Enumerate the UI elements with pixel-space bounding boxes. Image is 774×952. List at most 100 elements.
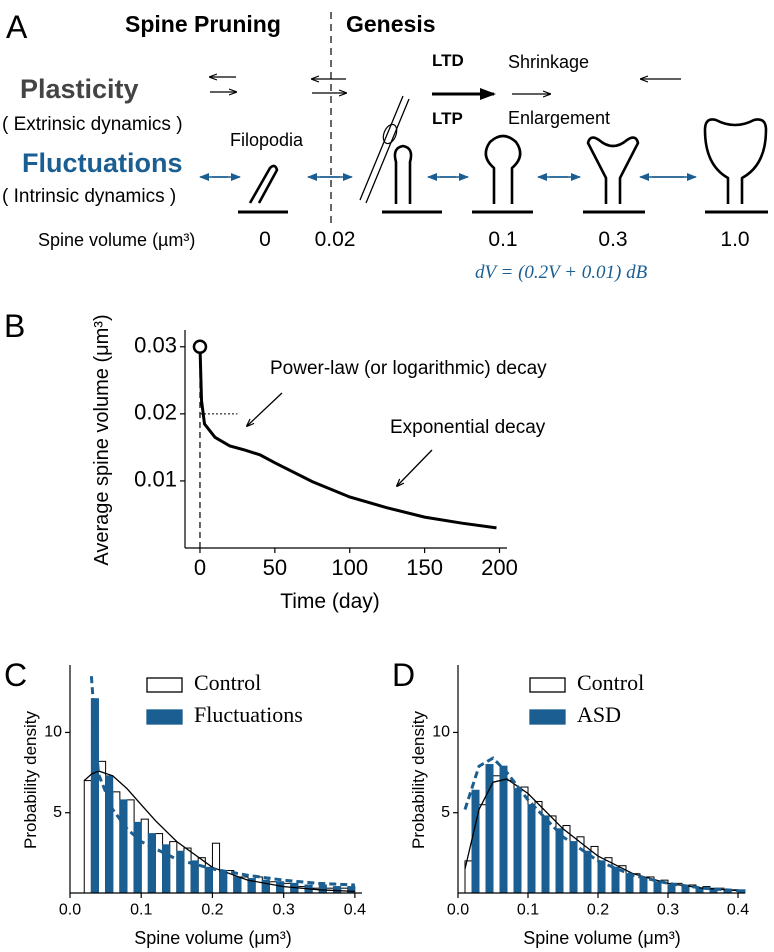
bar [555, 828, 564, 894]
annotation: Exponential decay [390, 417, 546, 438]
bar [562, 825, 571, 894]
bar [90, 698, 99, 894]
y-axis-title: Average spine volume (μm³) [91, 314, 113, 565]
panel-label: D [392, 657, 415, 693]
plasticity-label: LTD [432, 51, 464, 70]
legend-label: Control [577, 670, 644, 695]
x-tick-label: 0.3 [273, 901, 295, 918]
volume-label: 0.1 [488, 228, 517, 251]
annotation-arrows [247, 392, 433, 486]
bar [140, 818, 149, 894]
bar [112, 791, 121, 894]
panel-label: B [4, 308, 25, 344]
plasticity-label: Enlargement [508, 108, 610, 128]
bar [653, 881, 662, 894]
volume-label: 1.0 [720, 228, 749, 251]
bar [283, 882, 292, 894]
legend-label: ASD [577, 702, 621, 727]
bar [513, 788, 522, 894]
bar [478, 804, 487, 894]
fit-curve [463, 756, 739, 893]
bar [527, 804, 536, 894]
bar [233, 876, 242, 894]
panel-label: C [4, 657, 27, 693]
bar [506, 780, 515, 894]
fit-curve [83, 770, 355, 893]
x-tick-label: 0.2 [201, 901, 223, 918]
annotation: Power-law (or logarithmic) decay [270, 358, 547, 379]
bar [204, 866, 213, 894]
y-tick-label: 10 [44, 724, 62, 741]
x-tick-label: 0.0 [59, 901, 81, 918]
panel-label: A [6, 9, 28, 45]
bar [499, 765, 508, 894]
bar [169, 841, 178, 894]
x-tick-label: 0.4 [344, 901, 366, 918]
bar [183, 847, 192, 894]
bar [333, 886, 342, 894]
bar [276, 881, 285, 894]
x-tick-label: 100 [331, 555, 368, 580]
row-subtitle: ( Intrinsic dynamics ) [2, 186, 176, 207]
bar [541, 815, 550, 894]
y-axis-title: Probability density [21, 711, 40, 849]
bar [318, 884, 327, 894]
x-axis-title: Time (day) [280, 590, 380, 613]
spine-type: Filopodia [230, 130, 304, 150]
row-title: Fluctuations [22, 148, 183, 178]
y-tick-label: 0.02 [134, 400, 177, 425]
x-tick-label: 0.0 [447, 901, 469, 918]
bar [347, 886, 356, 894]
fit-curve [89, 676, 355, 887]
plasticity-label: LTP [432, 109, 463, 128]
volume-title: Spine volume (µm³) [38, 230, 195, 250]
bar [190, 860, 199, 894]
bar [83, 780, 92, 894]
legend-label: Control [194, 670, 261, 695]
bar [126, 799, 135, 894]
bar [569, 841, 578, 894]
volume-label: 0.02 [315, 228, 356, 251]
bar [625, 873, 634, 894]
x-tick-label: 0.3 [657, 901, 679, 918]
bar [667, 884, 676, 894]
bar [492, 775, 501, 894]
spines [238, 95, 768, 214]
bar [520, 786, 529, 894]
bar [639, 878, 648, 894]
bar [154, 833, 164, 894]
stage-label: Spine Pruning [125, 11, 281, 37]
volume-label: 0 [259, 228, 271, 251]
stage-label: Genesis [346, 11, 436, 37]
y-tick-label: 0.01 [134, 467, 177, 492]
plasticity-label: Shrinkage [508, 52, 589, 72]
y-tick-label: 10 [432, 724, 450, 741]
plasticity-arrows [210, 77, 681, 100]
start-marker [192, 339, 208, 355]
y-tick-label: 5 [441, 804, 450, 821]
legend-label: Fluctuations [194, 702, 303, 727]
bar [254, 876, 263, 894]
legend-swatch [529, 677, 566, 693]
bar [583, 850, 592, 894]
legend-swatch [146, 677, 183, 693]
row-title: Plasticity [20, 74, 139, 104]
x-tick-label: 0 [194, 555, 206, 580]
bar [597, 860, 606, 894]
x-tick-label: 0.1 [130, 901, 152, 918]
bar [576, 836, 585, 894]
equation: dV = (0.2V + 0.01) dB [475, 262, 648, 283]
bar [176, 850, 185, 894]
y-axis-title: Probability density [409, 711, 428, 849]
bar [471, 789, 480, 894]
legend-swatch [146, 709, 183, 725]
x-tick-label: 150 [406, 555, 443, 580]
bar [105, 775, 114, 894]
bar [197, 857, 206, 894]
bar [611, 866, 620, 894]
bar [695, 887, 704, 894]
x-tick-label: 0.2 [587, 901, 609, 918]
x-tick-label: 0.4 [727, 901, 749, 918]
bar [219, 871, 228, 894]
